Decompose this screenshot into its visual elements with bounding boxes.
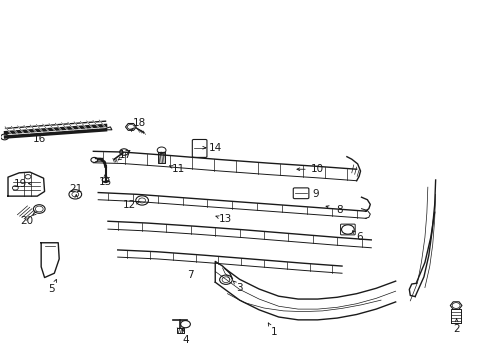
Text: 20: 20 bbox=[20, 216, 33, 226]
Text: 15: 15 bbox=[99, 177, 112, 187]
Text: 17: 17 bbox=[118, 150, 131, 160]
Text: 9: 9 bbox=[311, 189, 318, 199]
Text: 14: 14 bbox=[208, 143, 222, 153]
Text: 2: 2 bbox=[452, 324, 459, 334]
Text: 7: 7 bbox=[187, 270, 194, 280]
Text: 16: 16 bbox=[33, 134, 46, 144]
Text: 1: 1 bbox=[270, 327, 277, 337]
Text: 19: 19 bbox=[14, 179, 27, 189]
Text: 18: 18 bbox=[133, 118, 146, 128]
Text: 3: 3 bbox=[236, 283, 243, 293]
Text: 8: 8 bbox=[336, 206, 342, 216]
Text: 4: 4 bbox=[183, 334, 189, 345]
Text: 13: 13 bbox=[218, 215, 231, 224]
Text: 10: 10 bbox=[310, 164, 324, 174]
Text: 21: 21 bbox=[69, 184, 83, 194]
Text: 5: 5 bbox=[48, 284, 55, 294]
Text: 6: 6 bbox=[355, 232, 362, 242]
Text: 12: 12 bbox=[123, 200, 136, 210]
Text: 11: 11 bbox=[172, 164, 185, 174]
